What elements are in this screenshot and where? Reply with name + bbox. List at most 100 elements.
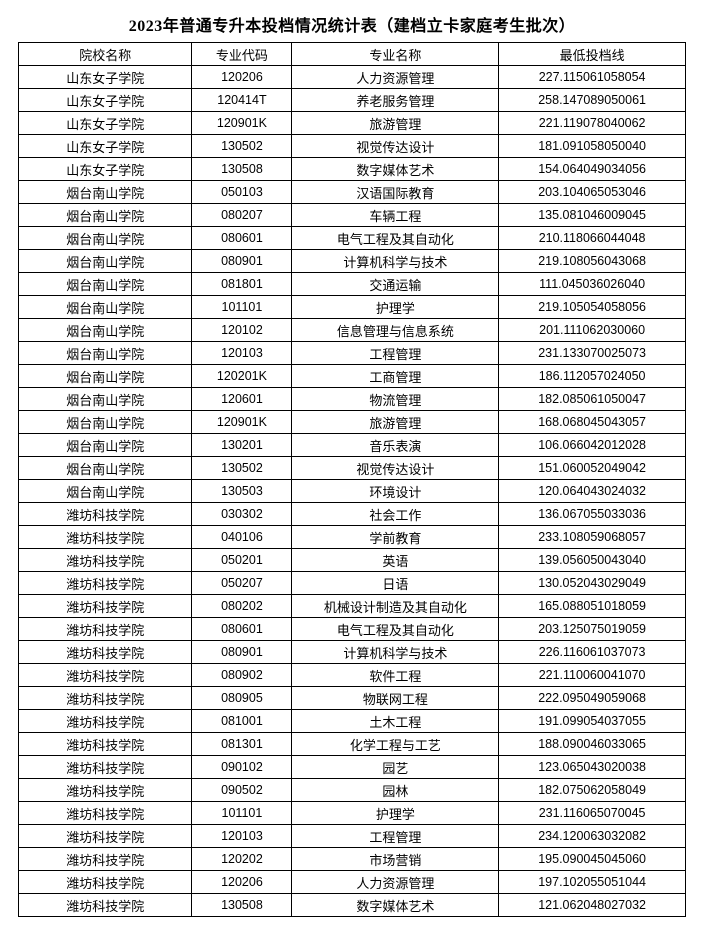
cell-score: 130.052043029049 <box>499 572 686 595</box>
table-row: 潍坊科技学院080901计算机科学与技术226.116061037073 <box>19 641 686 664</box>
cell-school: 烟台南山学院 <box>19 434 192 457</box>
cell-school: 山东女子学院 <box>19 66 192 89</box>
header-school: 院校名称 <box>19 43 192 66</box>
cell-major: 工程管理 <box>292 825 499 848</box>
table-row: 潍坊科技学院081001土木工程191.099054037055 <box>19 710 686 733</box>
table-row: 烟台南山学院080901计算机科学与技术219.108056043068 <box>19 250 686 273</box>
table-row: 山东女子学院120414T养老服务管理258.147089050061 <box>19 89 686 112</box>
cell-code: 081301 <box>192 733 292 756</box>
table-row: 潍坊科技学院030302社会工作136.067055033036 <box>19 503 686 526</box>
table-row: 潍坊科技学院080902软件工程221.110060041070 <box>19 664 686 687</box>
table-row: 潍坊科技学院120103工程管理234.120063032082 <box>19 825 686 848</box>
cell-school: 潍坊科技学院 <box>19 710 192 733</box>
cell-school: 山东女子学院 <box>19 135 192 158</box>
cell-school: 潍坊科技学院 <box>19 894 192 917</box>
cell-score: 219.108056043068 <box>499 250 686 273</box>
cell-major: 英语 <box>292 549 499 572</box>
cell-school: 烟台南山学院 <box>19 457 192 480</box>
cell-major: 日语 <box>292 572 499 595</box>
table-row: 烟台南山学院130503环境设计120.064043024032 <box>19 480 686 503</box>
cell-score: 168.068045043057 <box>499 411 686 434</box>
cell-score: 136.067055033036 <box>499 503 686 526</box>
cell-score: 181.091058050040 <box>499 135 686 158</box>
cell-score: 186.112057024050 <box>499 365 686 388</box>
cell-school: 烟台南山学院 <box>19 296 192 319</box>
cell-code: 120901K <box>192 411 292 434</box>
cell-code: 130503 <box>192 480 292 503</box>
cell-score: 201.111062030060 <box>499 319 686 342</box>
table-row: 烟台南山学院080207车辆工程135.081046009045 <box>19 204 686 227</box>
table-row: 潍坊科技学院050201英语139.056050043040 <box>19 549 686 572</box>
cell-school: 烟台南山学院 <box>19 273 192 296</box>
cell-score: 165.088051018059 <box>499 595 686 618</box>
cell-code: 101101 <box>192 296 292 319</box>
cell-code: 120201K <box>192 365 292 388</box>
cell-score: 222.095049059068 <box>499 687 686 710</box>
cell-score: 191.099054037055 <box>499 710 686 733</box>
table-row: 烟台南山学院081801交通运输111.045036026040 <box>19 273 686 296</box>
cell-school: 潍坊科技学院 <box>19 756 192 779</box>
table-row: 潍坊科技学院120206人力资源管理197.102055051044 <box>19 871 686 894</box>
cell-code: 120206 <box>192 871 292 894</box>
cell-code: 120414T <box>192 89 292 112</box>
cell-major: 计算机科学与技术 <box>292 250 499 273</box>
table-row: 潍坊科技学院090502园林182.075062058049 <box>19 779 686 802</box>
table-row: 山东女子学院120206人力资源管理227.115061058054 <box>19 66 686 89</box>
cell-code: 130508 <box>192 894 292 917</box>
cell-school: 潍坊科技学院 <box>19 825 192 848</box>
cell-major: 物流管理 <box>292 388 499 411</box>
cell-major: 土木工程 <box>292 710 499 733</box>
cell-code: 101101 <box>192 802 292 825</box>
cell-major: 社会工作 <box>292 503 499 526</box>
cell-code: 030302 <box>192 503 292 526</box>
cell-school: 烟台南山学院 <box>19 181 192 204</box>
cell-score: 210.118066044048 <box>499 227 686 250</box>
cell-code: 090102 <box>192 756 292 779</box>
cell-major: 园林 <box>292 779 499 802</box>
cell-major: 园艺 <box>292 756 499 779</box>
cell-score: 197.102055051044 <box>499 871 686 894</box>
cell-school: 潍坊科技学院 <box>19 802 192 825</box>
cell-major: 信息管理与信息系统 <box>292 319 499 342</box>
cell-score: 111.045036026040 <box>499 273 686 296</box>
cell-major: 视觉传达设计 <box>292 457 499 480</box>
cell-score: 233.108059068057 <box>499 526 686 549</box>
table-row: 潍坊科技学院050207日语130.052043029049 <box>19 572 686 595</box>
table-row: 烟台南山学院120201K工商管理186.112057024050 <box>19 365 686 388</box>
cell-school: 潍坊科技学院 <box>19 871 192 894</box>
cell-score: 203.125075019059 <box>499 618 686 641</box>
cell-school: 潍坊科技学院 <box>19 572 192 595</box>
cell-school: 烟台南山学院 <box>19 388 192 411</box>
cell-school: 潍坊科技学院 <box>19 503 192 526</box>
cell-major: 电气工程及其自动化 <box>292 227 499 250</box>
cell-school: 山东女子学院 <box>19 158 192 181</box>
cell-major: 交通运输 <box>292 273 499 296</box>
cell-code: 130508 <box>192 158 292 181</box>
cell-score: 221.119078040062 <box>499 112 686 135</box>
cell-school: 山东女子学院 <box>19 89 192 112</box>
cell-school: 潍坊科技学院 <box>19 733 192 756</box>
cell-score: 195.090045045060 <box>499 848 686 871</box>
cell-code: 081801 <box>192 273 292 296</box>
cell-major: 物联网工程 <box>292 687 499 710</box>
table-row: 潍坊科技学院081301化学工程与工艺188.090046033065 <box>19 733 686 756</box>
table-header-row: 院校名称 专业代码 专业名称 最低投档线 <box>19 43 686 66</box>
cell-major: 市场营销 <box>292 848 499 871</box>
cell-school: 烟台南山学院 <box>19 365 192 388</box>
cell-school: 烟台南山学院 <box>19 319 192 342</box>
cell-school: 山东女子学院 <box>19 112 192 135</box>
cell-score: 120.064043024032 <box>499 480 686 503</box>
cell-major: 工程管理 <box>292 342 499 365</box>
table-row: 烟台南山学院120102信息管理与信息系统201.111062030060 <box>19 319 686 342</box>
cell-school: 烟台南山学院 <box>19 227 192 250</box>
cell-major: 软件工程 <box>292 664 499 687</box>
cell-code: 080202 <box>192 595 292 618</box>
table-row: 烟台南山学院120601物流管理182.085061050047 <box>19 388 686 411</box>
cell-code: 120202 <box>192 848 292 871</box>
page-title: 2023年普通专升本投档情况统计表（建档立卡家庭考生批次） <box>18 12 686 36</box>
cell-code: 080905 <box>192 687 292 710</box>
cell-school: 潍坊科技学院 <box>19 641 192 664</box>
header-code: 专业代码 <box>192 43 292 66</box>
cell-school: 潍坊科技学院 <box>19 526 192 549</box>
cell-school: 潍坊科技学院 <box>19 549 192 572</box>
